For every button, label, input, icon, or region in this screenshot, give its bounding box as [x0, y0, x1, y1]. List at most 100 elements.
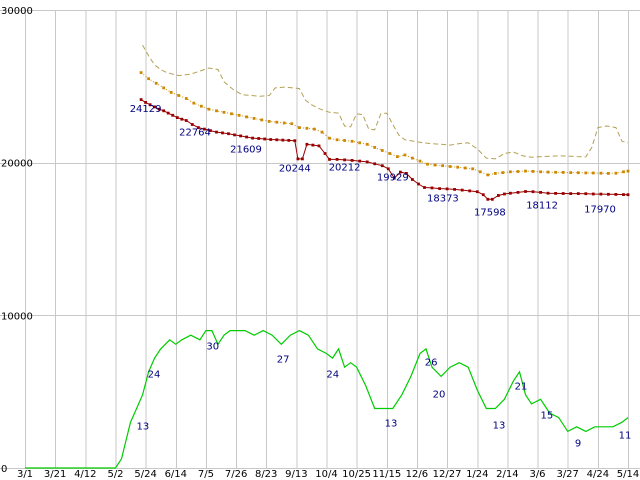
x-axis-tick-label: 3/1 [17, 469, 33, 480]
series-low-price-marker [323, 152, 327, 155]
series-avg-price-marker [192, 101, 196, 105]
series-low-price-marker [423, 186, 426, 189]
series-low-price-marker [301, 157, 304, 161]
value-labels: 24129 22764 21609 20244 20212 19929 18373 17598… [130, 104, 632, 450]
series-low-price-marker [328, 158, 331, 161]
value-label: 18112 [526, 201, 558, 212]
x-axis-tick-label: 2/14 [496, 469, 518, 480]
series-avg-price-marker [313, 127, 316, 131]
series-avg-price-marker [591, 171, 595, 175]
series-avg-price-marker [267, 120, 271, 123]
series-low-price-marker [139, 98, 143, 101]
series-avg-price-marker [569, 171, 573, 174]
series-avg-price-marker [561, 171, 565, 174]
series-low-price-marker [296, 157, 300, 161]
series-low-price-marker [569, 192, 573, 195]
series-low-price-marker [275, 138, 279, 142]
series-avg-price-marker [350, 139, 354, 143]
series-low-price-marker [392, 176, 396, 180]
series-avg-price-marker [177, 94, 181, 97]
series-avg-price-marker [260, 118, 264, 122]
series-low-price-marker [221, 131, 224, 135]
y-axis-tick-label: 10000 [1, 311, 33, 322]
series-low-price-marker [417, 182, 420, 186]
series-avg-price-marker [463, 166, 467, 170]
series-low-price-marker [162, 109, 166, 113]
series-low-price-marker [144, 101, 147, 104]
series-avg-price-marker [501, 171, 505, 174]
value-label: 22764 [179, 128, 211, 139]
series-low-price-marker [166, 111, 170, 115]
series-avg-price-marker [524, 169, 527, 173]
series-low-price-marker [293, 139, 297, 143]
series-low-price-marker [281, 138, 285, 142]
x-axis-tick-label: 4/12 [74, 469, 96, 480]
series-avg-price-marker [584, 171, 588, 175]
series-low-price-marker [453, 188, 456, 191]
series-avg-price-marker [373, 146, 377, 149]
series-low-price-marker [233, 133, 236, 137]
series-high-price-line [142, 44, 629, 160]
series-low-price-marker [554, 192, 557, 195]
series-low-price-marker [584, 192, 588, 196]
series-low-price-marker [445, 187, 449, 191]
series-low-price-marker [486, 197, 490, 201]
x-axis-tick-label: 12/27 [433, 469, 462, 480]
series-low-price-marker [171, 113, 175, 117]
series-avg-price-marker [207, 107, 211, 111]
series-avg-price-marker [184, 97, 188, 100]
series-low-price-marker [197, 126, 200, 129]
series-avg-price-marker [388, 152, 392, 155]
series-low-price-marker [175, 116, 179, 119]
series-avg-price-marker [396, 155, 399, 158]
value-label: 13 [493, 420, 506, 431]
x-axis-tick-label: 10/25 [342, 469, 371, 480]
series-low-price-marker [157, 107, 161, 111]
series-avg-price-marker [252, 117, 256, 120]
value-label: 21609 [230, 145, 262, 156]
series-avg-price-marker [471, 167, 475, 171]
x-axis-tick-label: 10/4 [315, 469, 337, 480]
y-axis-tick-label: 0 [1, 464, 7, 475]
series-low-price-marker [460, 188, 464, 192]
x-axis-tick-label: 9/13 [285, 469, 307, 480]
value-label: 11 [619, 431, 632, 442]
series-low-price-marker [399, 170, 402, 174]
series-low-price-marker [411, 178, 414, 181]
series-avg-price-marker [546, 170, 550, 174]
series-avg-price-marker [622, 170, 625, 174]
series-low-price-marker [227, 132, 230, 136]
x-axis-tick-label: 4/24 [587, 469, 609, 480]
series-avg-price-marker [554, 170, 557, 174]
series-low-price-marker [503, 192, 506, 196]
x-axis-tick-label: 7/26 [225, 469, 247, 480]
x-axis-tick-label: 3/27 [556, 469, 578, 480]
series-low-price-marker [343, 158, 346, 162]
series-avg-price-marker [403, 153, 407, 157]
value-label: 24 [148, 370, 161, 381]
series-avg-price-marker [365, 142, 369, 146]
series-low-price-marker [180, 117, 184, 121]
value-label: 24129 [130, 104, 162, 115]
series-low-price-marker [373, 162, 377, 166]
value-label: 18373 [427, 194, 459, 205]
series-low-price-marker [209, 129, 212, 132]
series-low-price-marker [305, 142, 309, 146]
series-avg-price-marker [614, 171, 618, 175]
series-avg-price-marker [320, 130, 324, 134]
series-low-price-marker [245, 135, 248, 139]
series-low-price-marker [531, 190, 535, 194]
series-listing-count [25, 329, 629, 469]
series-avg-price-marker [441, 164, 444, 168]
series-low-price-marker [626, 193, 630, 197]
series-avg-price-marker [169, 91, 173, 94]
series-low-price-marker [576, 192, 580, 195]
series-avg-price-marker [486, 173, 490, 177]
series-avg-price-marker [343, 139, 346, 142]
series-low-price-marker [184, 119, 188, 122]
series-avg-price-marker [305, 126, 309, 130]
series-low-price-marker [524, 190, 527, 193]
series-avg-price-line [140, 72, 629, 176]
series-low-price-marker [561, 192, 565, 195]
